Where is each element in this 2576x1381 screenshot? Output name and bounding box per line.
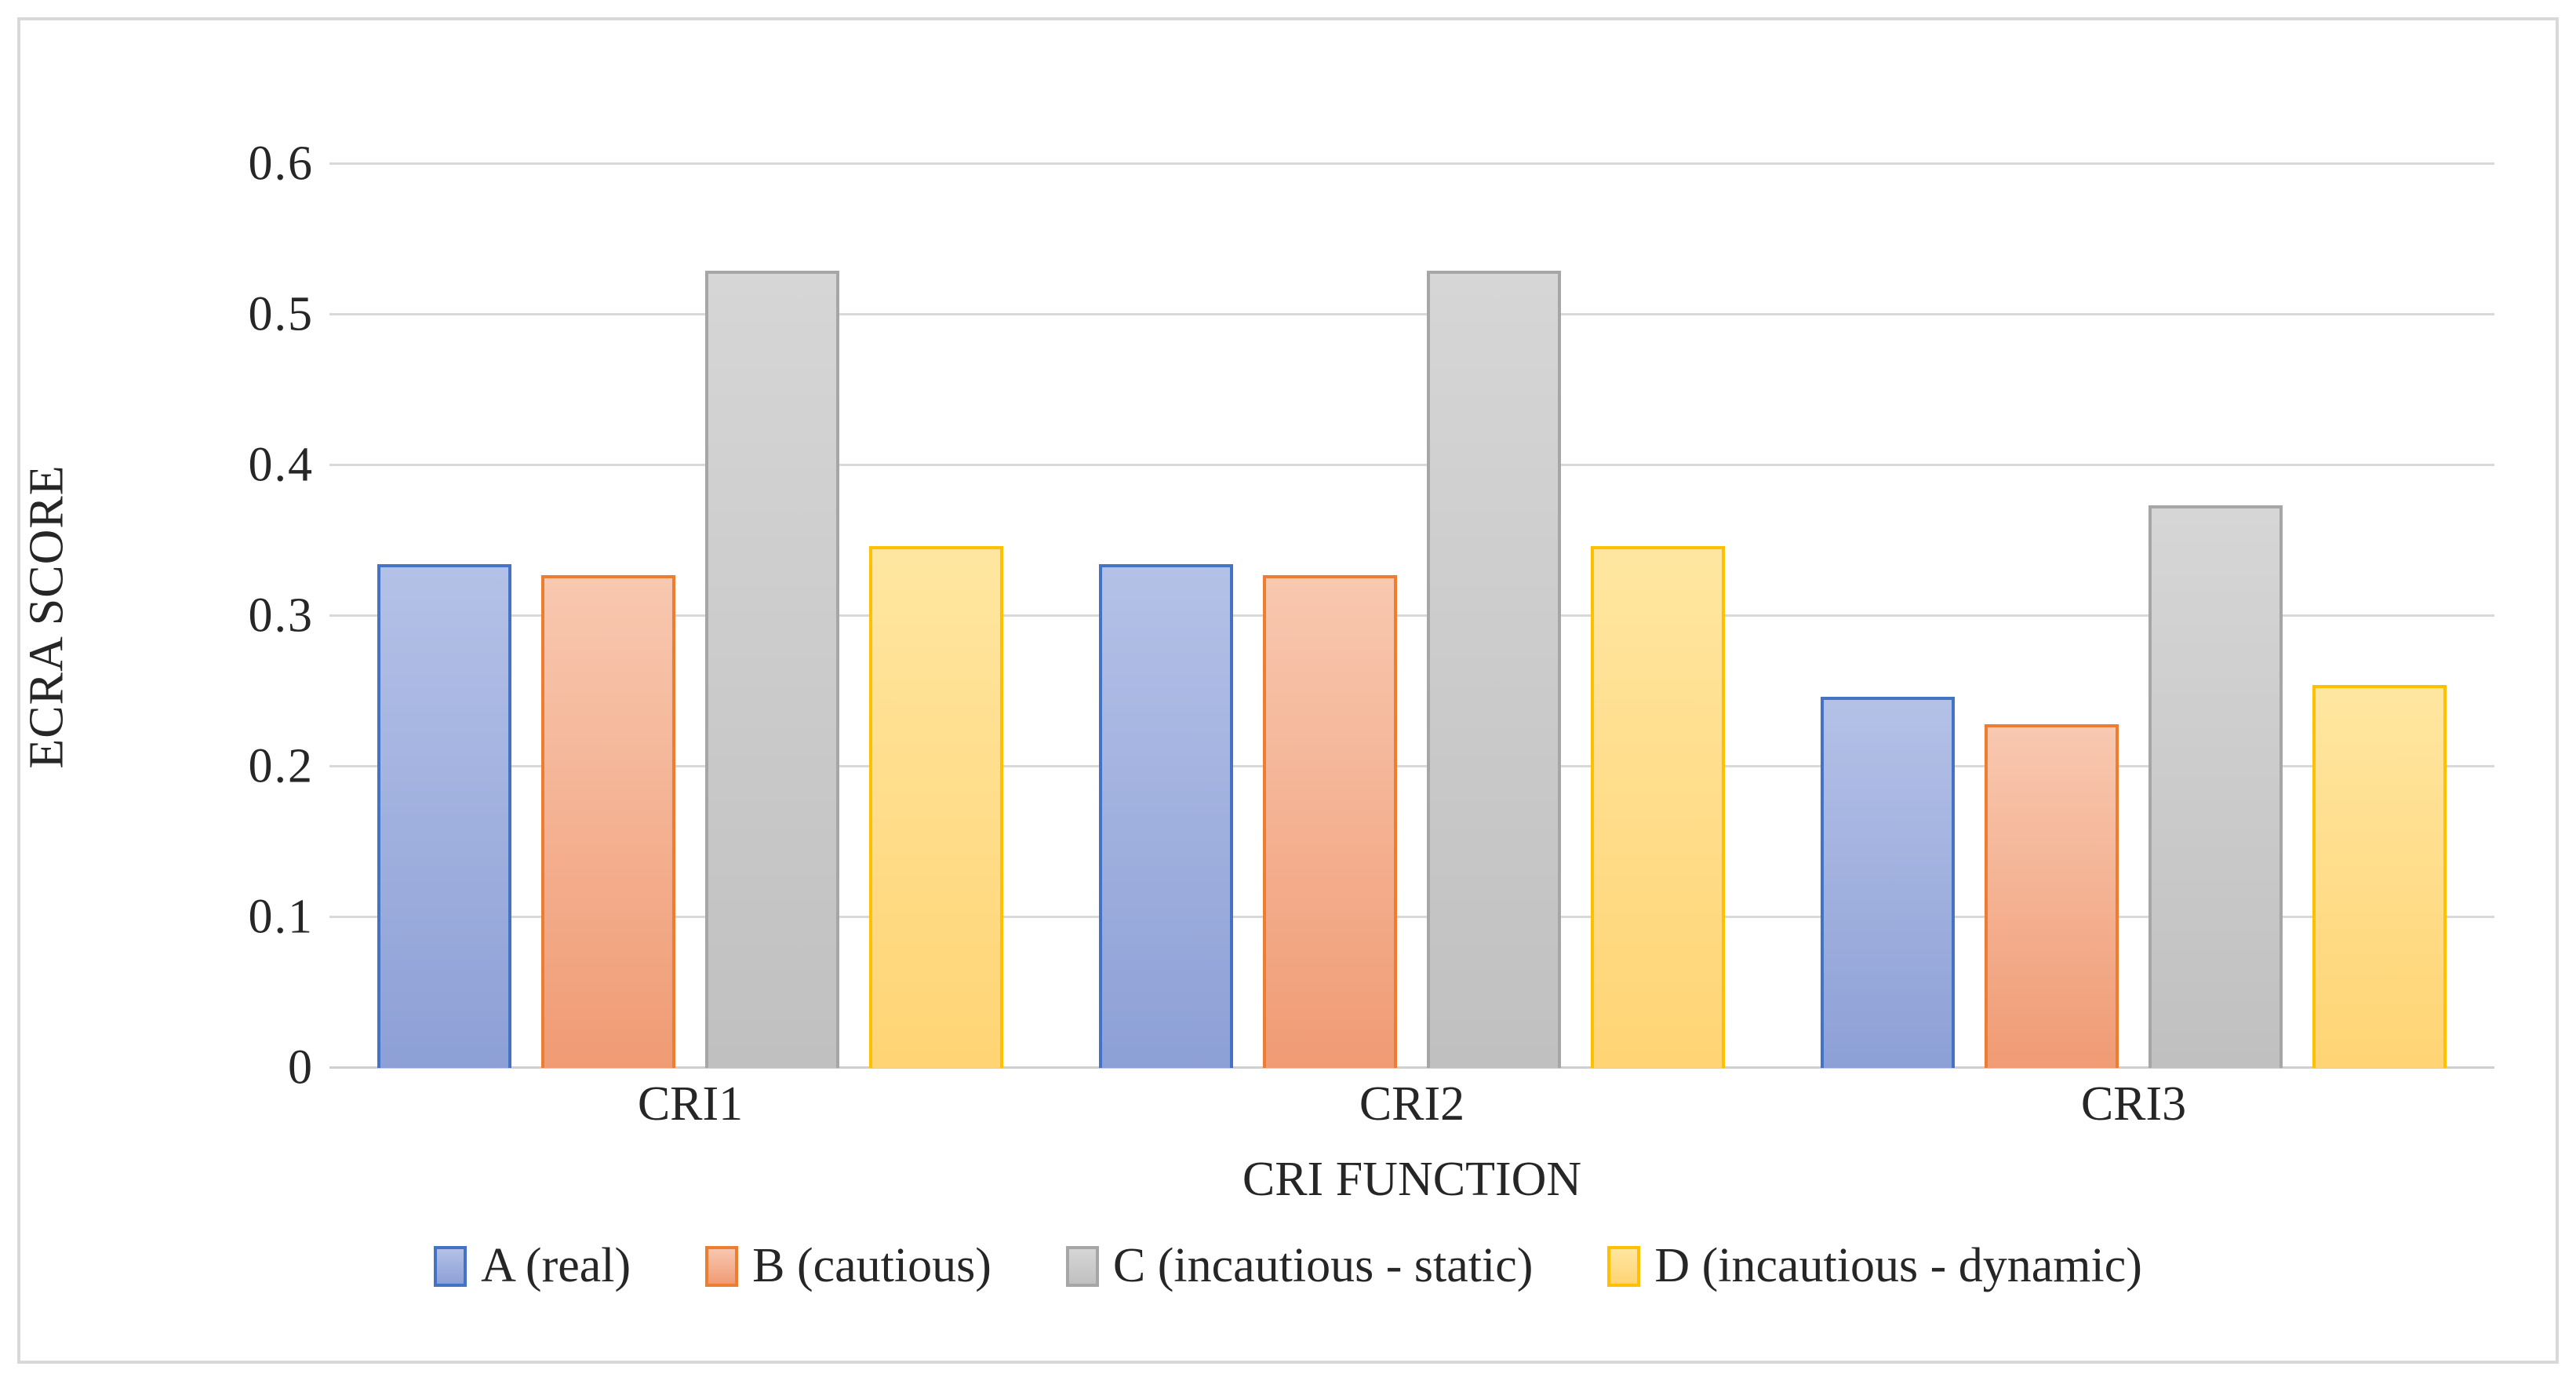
gridline xyxy=(329,162,2494,165)
bar xyxy=(1591,546,1725,1068)
legend-label: C (incautious - static) xyxy=(1112,1239,1534,1292)
y-tick-label: 0.4 xyxy=(248,438,314,492)
legend-item: B (cautious) xyxy=(705,1238,991,1294)
x-tick-label: CRI2 xyxy=(1359,1077,1465,1131)
gridline xyxy=(329,915,2494,918)
x-tick-label: CRI3 xyxy=(2080,1077,2187,1131)
bar-group xyxy=(1773,118,2494,1068)
legend-item: C (incautious - static) xyxy=(1065,1238,1534,1294)
bar xyxy=(2148,505,2283,1068)
gridline xyxy=(329,764,2494,767)
legend: A (real) B (cautious) C (incautious - stat… xyxy=(0,1238,2576,1294)
legend-label: A (real) xyxy=(481,1239,631,1292)
y-tick-label: 0.3 xyxy=(248,588,314,643)
bar xyxy=(1985,723,2119,1068)
bar xyxy=(2312,685,2447,1068)
bar xyxy=(541,574,675,1068)
bar xyxy=(1821,697,1955,1068)
y-tick-label: 0.2 xyxy=(248,739,314,793)
legend-label: D (incautious - dynamic) xyxy=(1654,1239,2142,1292)
gridline xyxy=(329,614,2494,617)
legend-swatch xyxy=(705,1245,739,1287)
x-tick-label: CRI1 xyxy=(637,1077,744,1131)
legend-swatch xyxy=(1065,1245,1099,1287)
y-axis-title: ECRA SCORE xyxy=(20,465,74,769)
bar-group xyxy=(329,118,1051,1068)
gridline xyxy=(329,463,2494,466)
legend-swatch xyxy=(434,1245,468,1287)
legend-label: B (cautious) xyxy=(752,1239,991,1292)
legend-swatch xyxy=(1607,1245,1641,1287)
gridline xyxy=(329,1066,2494,1069)
bars-layer xyxy=(329,118,2494,1068)
x-axis-title: CRI FUNCTION xyxy=(1242,1153,1582,1206)
bar xyxy=(869,546,1003,1068)
plot-area xyxy=(329,118,2494,1069)
y-tick-label: 0.6 xyxy=(248,137,314,191)
bar xyxy=(705,270,839,1068)
bar xyxy=(1099,564,1233,1068)
x-axis-line xyxy=(329,1066,2494,1069)
gridline xyxy=(329,312,2494,315)
bar xyxy=(377,564,511,1068)
bar xyxy=(1427,270,1561,1068)
y-tick-label: 0.5 xyxy=(248,287,314,341)
y-tick-label: 0.1 xyxy=(248,890,314,944)
legend-item: A (real) xyxy=(434,1238,631,1294)
bar xyxy=(1263,574,1397,1068)
legend-item: D (incautious - dynamic) xyxy=(1607,1238,2142,1294)
bar-group xyxy=(1051,118,1773,1068)
y-tick-label: 0 xyxy=(288,1040,314,1095)
